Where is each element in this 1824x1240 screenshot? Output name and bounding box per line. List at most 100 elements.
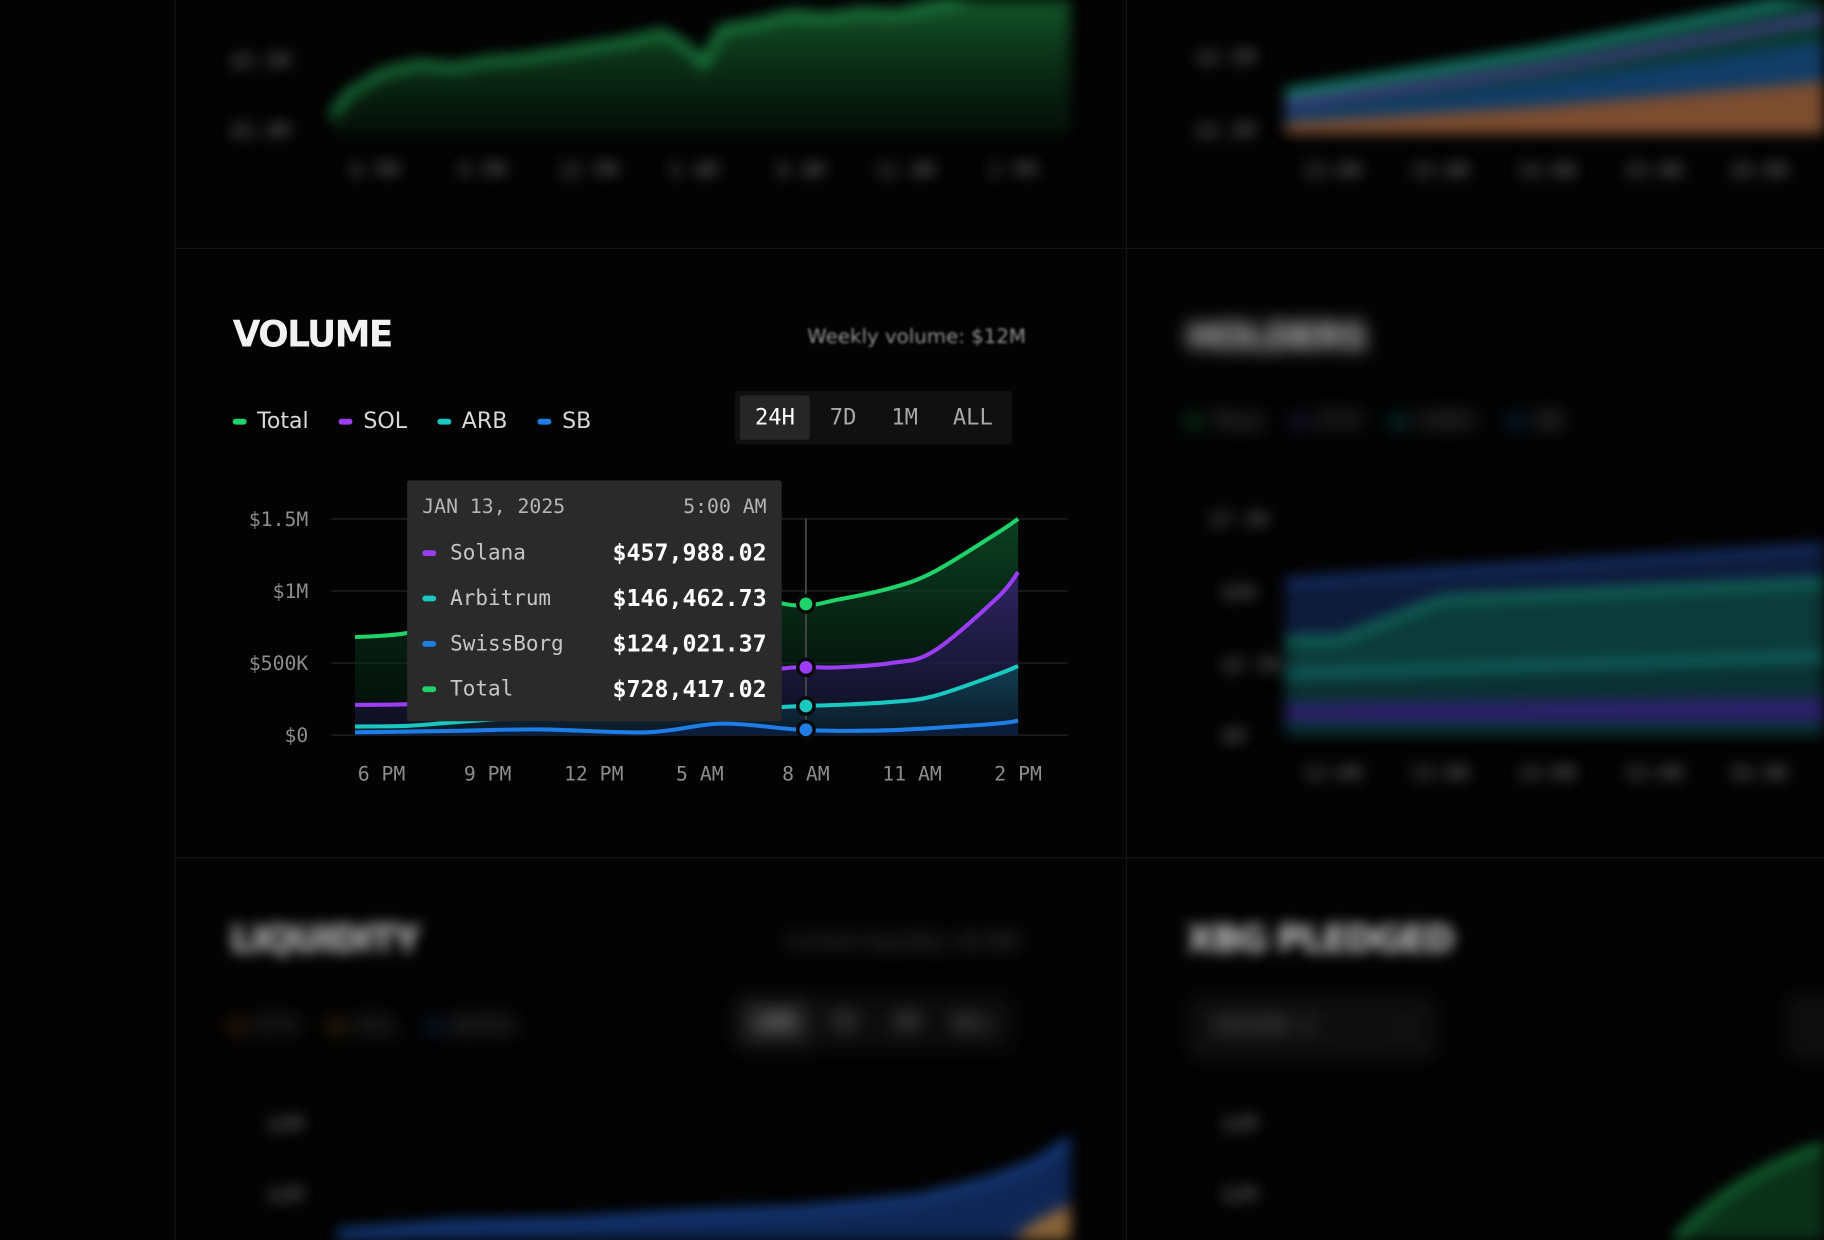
top-left-x-tick: 12 PM [558,159,618,182]
legend-swatch [329,1023,344,1029]
legend-swatch [537,418,552,425]
tooltip-time: 5:00 AM [683,495,767,519]
top-left-x-tick: 8 AM [777,159,825,182]
liquidity-legend: ETH SOL BORG [230,1013,517,1039]
holders-x-tick: 15:00 [1624,761,1684,784]
legend-item[interactable]: ETH [230,1013,299,1039]
y-tick-label: $500K [249,652,309,675]
legend-swatch [1292,418,1307,425]
legend-label: Total [257,408,309,434]
tab-1m[interactable]: 1M [891,404,918,431]
top-left-x-tick: 2 PM [989,159,1037,182]
line-sb [355,718,1019,735]
holders-title: HOLDERS [1186,316,1369,359]
legend-label: BORG [451,1013,517,1039]
legend-swatch [427,1023,442,1029]
liquidity-subtitle: Current liquidity: $5.8M [786,930,1019,954]
legend-item[interactable]: BORG [427,1013,517,1039]
legend-item[interactable]: Total [1186,408,1263,434]
liquidity-chart-svg: $3M $2M [268,1113,1072,1240]
legend-label: ETH [254,1013,299,1039]
legend-item-sb[interactable]: SB [537,408,592,434]
holders-y-tick: $0 [1221,724,1245,747]
y-tick-label: $1M [273,580,309,603]
tab-1m[interactable]: 1M [891,1009,918,1036]
holders-y-tick: $7.5K [1210,508,1270,531]
tooltip-row-swissborg: SwissBorg $124,021.37 [422,629,767,658]
tab-7d[interactable]: 7D [829,404,857,431]
top-right-x-tick: 16:00 [1729,159,1789,182]
holders-legend: Total ETH USDC SB [1186,408,1563,434]
volume-title: VOLUME [232,314,394,356]
x-tick-label: 6 PM [358,763,406,786]
holders-x-tick: 14:00 [1517,761,1577,784]
holders-chart: $7.5K $5K $2.5K $0 12:00 13:00 14:00 15:… [1187,489,1824,803]
legend-swatch [230,1023,245,1029]
legend-label: ETH [1317,408,1362,434]
holders-x-tick: 12:00 [1303,761,1363,784]
volume-tooltip: JAN 13, 2025 5:00 AM Solana $457,988.02 … [407,480,782,722]
legend-item[interactable]: SB [1508,408,1563,434]
tab-7d[interactable]: 7D [829,1009,857,1036]
top-left-y-tick: $5.5M [230,49,290,72]
top-right-x-tick: 14:00 [1517,159,1577,182]
top-left-x-tick: 5 AM [670,159,718,182]
liquidity-title: LIQUIDITY [230,918,420,961]
top-left-area-chart: $5.5M $5.4M 6 PM 9 PM 12 PM 5 AM 8 AM 11… [230,0,1071,182]
liquidity-y-tick: $2M [268,1184,304,1207]
top-left-x-tick: 9 PM [458,159,506,182]
liquidity-range-tabs: 24H 7D 1M ALL [735,995,1013,1050]
legend-item-sol[interactable]: SOL [338,408,408,434]
legend-label: SB [562,408,592,434]
holders-x-tick: 13:00 [1410,761,1470,784]
tooltip-row-solana: Solana $457,988.02 [422,538,767,567]
tooltip-value: $728,417.02 [612,674,767,703]
legend-label: SOL [363,408,408,434]
legend-swatch [1508,418,1523,425]
legend-item-total[interactable]: Total [232,408,309,434]
top-right-panel: $3.5M $2.5M 12:00 13:00 14:00 15:00 16:0… [1187,0,1824,198]
legend-label: Total [1210,408,1263,434]
tooltip-swatch [422,549,437,556]
legend-item[interactable]: USDC [1391,408,1479,434]
legend-swatch [338,418,353,425]
legend-item[interactable]: SOL [329,1013,397,1039]
legend-item[interactable]: ETH [1292,408,1362,434]
legend-item-arb[interactable]: ARB [437,408,507,434]
pledged-y-tick: $2M [1221,1184,1257,1207]
legend-swatch [1186,418,1201,425]
top-left-x-tick: 6 PM [351,159,399,182]
x-tick-label: 9 PM [464,763,512,786]
tab-24h[interactable]: 24H [739,395,811,440]
top-right-y-tick: $2.5M [1196,119,1256,142]
pledged-range-tab[interactable] [1786,995,1824,1059]
weekly-volume-subtitle: Weekly volume: $12M [807,325,1027,349]
tooltip-series-name: Solana [450,540,526,565]
tooltip-value: $124,021.37 [612,629,767,658]
x-tick-label: 5 AM [676,763,724,786]
x-tick-label: 8 AM [782,763,830,786]
holders-x-tick: 16:00 [1729,761,1789,784]
legend-swatch [1391,418,1406,425]
pledged-title: XBG PLEDGED [1186,918,1455,961]
y-tick-label: $1.5M [249,508,309,531]
holders-chart-svg: $7.5K $5K $2.5K $0 12:00 13:00 14:00 15:… [1210,508,1824,784]
tooltip-date: JAN 13, 2025 [422,495,566,519]
chevron-down-icon: ⌄ [1396,1012,1415,1037]
tooltip-value: $457,988.02 [612,538,767,567]
x-tick-label: 11 AM [882,763,942,786]
top-right-x-tick: 12:00 [1303,159,1363,182]
season-select[interactable]: SEASON 3 ⌄ [1188,995,1436,1059]
top-left-y-tick: $5.4M [230,119,290,142]
tab-all[interactable]: ALL [952,1009,993,1036]
hover-dot-sol [796,657,816,678]
tab-24h[interactable]: 24H [739,1000,811,1045]
top-right-x-tick: 13:00 [1410,159,1470,182]
pledged-y-tick: $3M [1221,1113,1257,1136]
tooltip-swatch [422,595,437,601]
tooltip-series-name: Arbitrum [450,585,552,611]
liquidity-y-tick: $3M [268,1113,304,1136]
tab-all[interactable]: ALL [952,404,993,431]
legend-label: ARB [461,408,508,434]
x-tick-label: 2 PM [994,763,1042,786]
